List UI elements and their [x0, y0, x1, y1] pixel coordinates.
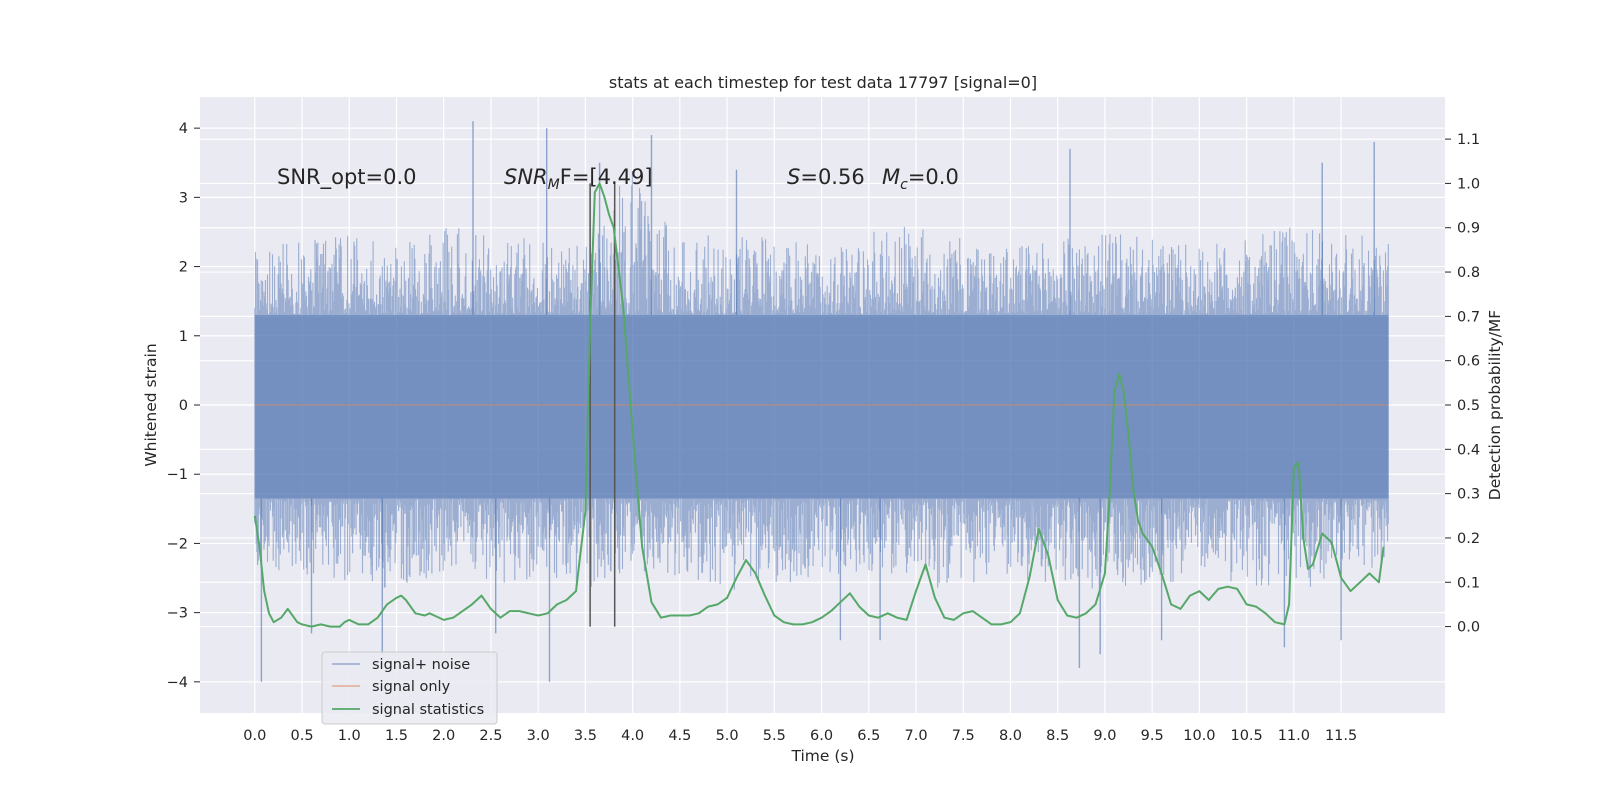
annotation-mc-main: M — [882, 165, 900, 189]
y-tick-label: 4 — [179, 121, 188, 137]
x-tick-label: 10.0 — [1183, 728, 1215, 744]
x-tick-label: 3.5 — [574, 728, 597, 744]
legend-label-signal-noise: signal+ noise — [372, 657, 470, 673]
y-right-tick-label: 0.7 — [1457, 309, 1480, 325]
annotation-snr-mf: SNRMF=[4.49] — [504, 165, 653, 193]
x-tick-label: 1.5 — [385, 728, 408, 744]
y-right-tick-label: 0.6 — [1457, 354, 1480, 370]
annotation-snr-opt: SNR_opt=0.0 — [277, 165, 417, 190]
x-tick-label: 2.0 — [432, 728, 455, 744]
y-tick-label: 2 — [179, 260, 188, 276]
x-tick-label: 5.0 — [716, 728, 739, 744]
x-tick-label: 1.0 — [338, 728, 361, 744]
y-tick-label: 0 — [179, 398, 188, 414]
y-tick-label: 1 — [179, 329, 188, 345]
x-tick-label: 8.0 — [999, 728, 1022, 744]
x-tick-label: 7.0 — [904, 728, 927, 744]
x-tick-label: 3.0 — [527, 728, 550, 744]
y-right-tick-label: 0.2 — [1457, 531, 1480, 547]
annotation-mc-value: =0.0 — [908, 165, 959, 189]
x-tick-label: 11.5 — [1325, 728, 1357, 744]
x-tick-label: 10.5 — [1230, 728, 1262, 744]
annotation-snr-mf-main: SNR — [504, 165, 548, 189]
annotation-mc-sub: c — [900, 177, 908, 193]
y-right-tick-label: 0.9 — [1457, 221, 1480, 237]
signal-statistics-line — [253, 182, 1385, 628]
x-tick-label: 6.0 — [810, 728, 833, 744]
x-tick-label: 2.5 — [479, 728, 502, 744]
x-tick-label: 7.5 — [952, 728, 975, 744]
x-tick-label: 4.5 — [668, 728, 691, 744]
x-tick-label: 5.5 — [763, 728, 786, 744]
y-axis-label: Whitened strain — [142, 343, 160, 466]
data-layer — [253, 121, 1389, 682]
annotation-snr-mf-sub: M — [548, 177, 560, 193]
signal-noise-line — [254, 171, 1389, 590]
y-axis-right-label: Detection probability/MF — [1486, 310, 1504, 501]
x-tick-label: 11.0 — [1278, 728, 1310, 744]
y-right-tick-label: 1.0 — [1457, 176, 1480, 192]
y-right-tick-label: 0.5 — [1457, 398, 1480, 414]
y-right-tick-label: 1.1 — [1457, 132, 1480, 148]
annotation-snr-mf-rest: F=[4.49] — [560, 165, 653, 189]
y-tick-label: −3 — [167, 606, 188, 622]
annotation-s-label: S — [787, 165, 800, 189]
legend-box — [321, 651, 498, 725]
x-tick-label: 4.0 — [621, 728, 644, 744]
x-tick-label: 8.5 — [1046, 728, 1069, 744]
x-axis-label: Time (s) — [790, 747, 854, 765]
y-right-tick-label: 0.1 — [1457, 575, 1480, 591]
legend-label-signal-only: signal only — [372, 679, 451, 695]
x-tick-label: 9.5 — [1141, 728, 1164, 744]
y-right-tick-label: 0.3 — [1457, 487, 1480, 503]
y-right-tick-label: 0.8 — [1457, 265, 1480, 281]
annotation-mc: Mc=0.0 — [882, 165, 959, 193]
y-tick-label: −4 — [167, 675, 188, 691]
x-tick-label: 0.0 — [243, 728, 266, 744]
y-tick-label: 3 — [179, 190, 188, 206]
y-right-tick-label: 0.4 — [1457, 442, 1480, 458]
axis-layer: 0.0 0.5 1.0 1.5 2.0 2.5 3.0 3.5 4.0 4.5 5.0 5.5 6.0 6… — [167, 121, 1480, 744]
annotation-s-value: =0.56 — [800, 165, 864, 189]
annotation-s: S=0.56 — [787, 165, 865, 189]
y-tick-label: −2 — [167, 536, 188, 552]
signal-noise-spikes — [260, 121, 1375, 682]
chart-title: stats at each timestep for test data 177… — [609, 73, 1037, 92]
legend-label-signal-statistics: signal statistics — [372, 702, 484, 718]
y-right-tick-label: 0.0 — [1457, 620, 1480, 636]
x-tick-label: 9.0 — [1093, 728, 1116, 744]
x-tick-label: 6.5 — [857, 728, 880, 744]
y-tick-label: −1 — [167, 467, 188, 483]
legend: signal+ noise signal only signal statist… — [321, 651, 498, 725]
x-tick-label: 0.5 — [290, 728, 313, 744]
